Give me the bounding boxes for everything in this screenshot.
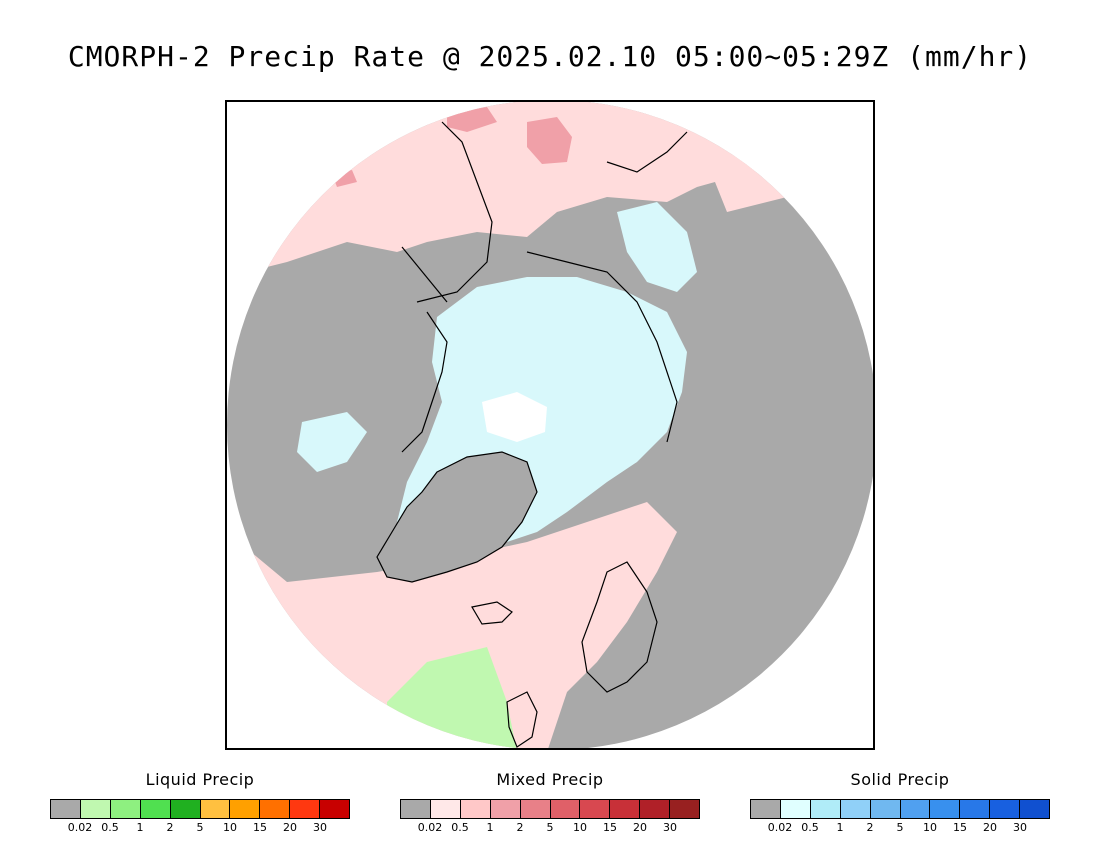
legend-tick-solid-2: 1	[836, 821, 844, 834]
legend-tick-solid-1: 0.5	[801, 821, 819, 834]
legend-tick-solid-5: 10	[923, 821, 937, 834]
legend-solid: Solid Precip 0.02 0.5 1 2 5 10 15 20 30	[750, 770, 1050, 835]
solid-precip-area-canada	[297, 412, 367, 472]
coastline-siberia	[526, 251, 678, 443]
legend-ticks-solid: 0.02 0.5 1 2 5 10 15 20 30	[750, 821, 1050, 835]
legend-tick-mixed-6: 15	[603, 821, 617, 834]
legend-tick-liquid-5: 10	[223, 821, 237, 834]
solid-precip-area-siberia	[617, 202, 697, 292]
coastline-alaska	[416, 121, 493, 303]
legend-swatch-mixed-1	[430, 800, 461, 818]
legend-tick-liquid-2: 1	[136, 821, 144, 834]
legend-tick-solid-8: 30	[1013, 821, 1027, 834]
legend-liquid: Liquid Precip 0.02 0.5 1 2 5 10 15 20 30	[50, 770, 350, 835]
legend-swatch-mixed-4	[520, 800, 551, 818]
legend-swatch-solid-2	[810, 800, 841, 818]
legend-tick-liquid-6: 15	[253, 821, 267, 834]
legend-swatch-mixed-5	[550, 800, 581, 818]
legend-tick-solid-0: 0.02	[767, 821, 793, 834]
legend-swatch-liquid-0	[51, 800, 81, 818]
legend-swatch-mixed-9	[670, 800, 700, 818]
legend-swatch-solid-9	[1020, 800, 1050, 818]
coastline-canada-arctic	[401, 311, 448, 453]
legend-swatch-mixed-0	[401, 800, 431, 818]
legend-swatch-liquid-7	[260, 800, 291, 818]
legend-swatch-solid-7	[960, 800, 991, 818]
legend-tick-solid-6: 15	[953, 821, 967, 834]
legend-tick-liquid-7: 20	[283, 821, 297, 834]
legend-mixed: Mixed Precip 0.02 0.5 1 2 5 10 15 20 30	[400, 770, 700, 835]
legend-tick-liquid-1: 0.5	[101, 821, 119, 834]
legend-ticks-mixed: 0.02 0.5 1 2 5 10 15 20 30	[400, 821, 700, 835]
legend-tick-liquid-8: 30	[313, 821, 327, 834]
coastline-scandinavia	[581, 561, 658, 693]
legend-tick-mixed-7: 20	[633, 821, 647, 834]
mixed-precip-area-north	[227, 102, 873, 277]
coastline-greenland	[376, 451, 538, 583]
legend-swatch-mixed-6	[580, 800, 611, 818]
legend-swatch-solid-0	[751, 800, 781, 818]
legend-tick-mixed-0: 0.02	[417, 821, 443, 834]
legend-swatch-liquid-5	[200, 800, 231, 818]
legend-swatch-solid-4	[870, 800, 901, 818]
legend-tick-mixed-8: 30	[663, 821, 677, 834]
legend-tick-mixed-4: 5	[546, 821, 554, 834]
legend-swatch-mixed-8	[640, 800, 671, 818]
map-canvas	[227, 102, 873, 748]
legend-swatch-liquid-3	[140, 800, 171, 818]
legend-tick-liquid-3: 2	[166, 821, 174, 834]
coastline-chukotka	[606, 131, 688, 173]
border-alaska-canada	[401, 246, 448, 303]
legend-tick-solid-4: 5	[896, 821, 904, 834]
legend-swatches-liquid	[50, 799, 350, 819]
legend-swatch-solid-8	[990, 800, 1021, 818]
coastline-britain	[506, 691, 538, 748]
solid-precip-core	[482, 392, 547, 442]
legend-swatch-liquid-6	[230, 800, 261, 818]
legend-tick-mixed-1: 0.5	[451, 821, 469, 834]
mixed-precip-core-1	[527, 117, 572, 164]
legend-tick-liquid-4: 5	[196, 821, 204, 834]
legend-tick-mixed-3: 2	[516, 821, 524, 834]
legend-tick-liquid-0: 0.02	[67, 821, 93, 834]
legend-swatch-solid-1	[780, 800, 811, 818]
legend-swatch-liquid-8	[290, 800, 321, 818]
legend-swatch-liquid-4	[170, 800, 201, 818]
legend-swatch-liquid-9	[320, 800, 350, 818]
legend-swatch-solid-5	[900, 800, 931, 818]
chart-title: CMORPH-2 Precip Rate @ 2025.02.10 05:00~…	[67, 40, 1033, 73]
legend-swatch-liquid-1	[80, 800, 111, 818]
legend-swatch-solid-6	[930, 800, 961, 818]
legend-title-mixed: Mixed Precip	[496, 770, 604, 789]
legend-tick-mixed-2: 1	[486, 821, 494, 834]
legend-swatch-mixed-7	[610, 800, 641, 818]
legend-title-solid: Solid Precip	[850, 770, 950, 789]
legend-swatches-solid	[750, 799, 1050, 819]
polar-precip-map	[225, 100, 875, 750]
legend-swatches-mixed	[400, 799, 700, 819]
legend-tick-mixed-5: 10	[573, 821, 587, 834]
legend-swatch-solid-3	[840, 800, 871, 818]
legend-tick-solid-3: 2	[866, 821, 874, 834]
legend-title-liquid: Liquid Precip	[145, 770, 255, 789]
legend-tick-solid-7: 20	[983, 821, 997, 834]
legend-swatch-mixed-3	[490, 800, 521, 818]
coastline-iceland	[471, 601, 513, 625]
legend-swatch-mixed-2	[460, 800, 491, 818]
mixed-precip-area-asia	[707, 142, 873, 212]
legend-ticks-liquid: 0.02 0.5 1 2 5 10 15 20 30	[50, 821, 350, 835]
legend-swatch-liquid-2	[110, 800, 141, 818]
